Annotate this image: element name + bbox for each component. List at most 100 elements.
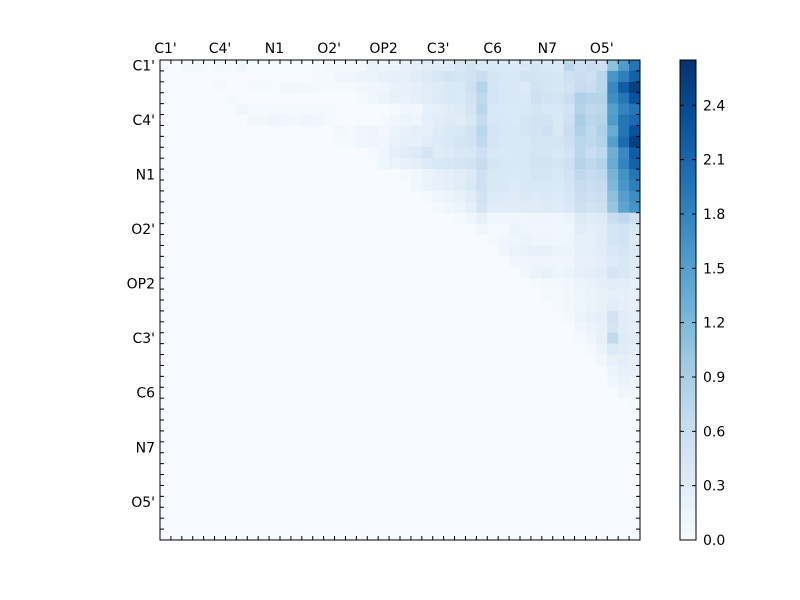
heatmap-cell bbox=[421, 125, 434, 137]
heatmap-cell bbox=[389, 92, 401, 105]
heatmap-cell bbox=[585, 310, 597, 323]
heatmap-cell bbox=[629, 245, 641, 257]
heatmap-cell bbox=[421, 136, 434, 148]
heatmap-cell bbox=[629, 234, 641, 246]
heatmap-cell bbox=[192, 60, 205, 72]
heatmap-cell bbox=[367, 60, 379, 72]
heatmap-cell bbox=[421, 169, 434, 181]
heatmap-cell bbox=[400, 125, 412, 137]
heatmap-cell bbox=[465, 125, 477, 137]
colorbar-tick-label: 0.9 bbox=[703, 370, 725, 386]
heatmap-cell bbox=[301, 114, 314, 126]
heatmap-cell bbox=[618, 169, 630, 181]
heatmap-cell bbox=[585, 332, 597, 345]
heatmap-cell bbox=[454, 70, 466, 83]
heatmap-cell bbox=[378, 158, 390, 170]
heatmap-cell bbox=[563, 267, 575, 279]
heatmap-cell bbox=[574, 267, 586, 279]
heatmap-cell bbox=[487, 114, 499, 126]
heatmap-cell bbox=[410, 158, 423, 170]
heatmap-cell bbox=[410, 103, 423, 115]
heatmap-cell bbox=[574, 278, 586, 290]
heatmap-cell bbox=[509, 114, 521, 126]
heatmap-cell bbox=[552, 92, 565, 105]
heatmap-cell bbox=[629, 169, 641, 181]
heatmap-cell bbox=[607, 136, 619, 148]
heatmap-cell bbox=[400, 158, 412, 170]
heatmap-cell bbox=[476, 201, 488, 214]
heatmap-cell bbox=[323, 114, 335, 126]
heatmap-cell bbox=[596, 289, 608, 301]
heatmap-cell bbox=[476, 180, 488, 192]
heatmap-cell bbox=[585, 201, 597, 214]
heatmap-cell bbox=[520, 92, 532, 105]
heatmap-cell bbox=[629, 223, 641, 235]
heatmap-cell bbox=[585, 92, 597, 105]
heatmap-cell bbox=[585, 180, 597, 192]
heatmap-cell bbox=[629, 60, 641, 72]
heatmap-cell bbox=[312, 103, 325, 115]
heatmap-cell bbox=[563, 60, 575, 72]
heatmap-cell bbox=[563, 310, 575, 323]
heatmap-cell bbox=[432, 103, 445, 115]
heatmap-cell bbox=[509, 81, 521, 94]
heatmap-cell bbox=[432, 125, 445, 137]
heatmap-cell bbox=[400, 81, 412, 94]
heatmap-cell bbox=[476, 212, 488, 225]
heatmap-cell bbox=[520, 234, 532, 246]
heatmap-cell bbox=[269, 81, 281, 94]
heatmap-cell bbox=[530, 201, 543, 214]
heatmap-cell bbox=[454, 212, 466, 225]
heatmap-cell bbox=[574, 70, 586, 83]
heatmap-cell bbox=[443, 81, 455, 94]
heatmap-cell bbox=[389, 103, 401, 115]
y-tick-label: C1' bbox=[132, 59, 155, 75]
heatmap-cell bbox=[247, 81, 259, 94]
heatmap-cell bbox=[487, 201, 499, 214]
y-tick-label: C3' bbox=[132, 331, 155, 347]
heatmap-cell bbox=[301, 60, 314, 72]
heatmap-cell bbox=[334, 70, 346, 83]
heatmap-cell bbox=[421, 70, 434, 83]
heatmap-cell bbox=[596, 256, 608, 268]
heatmap-cell bbox=[465, 190, 477, 203]
colorbar-gradient bbox=[679, 59, 697, 541]
heatmap-cell bbox=[454, 103, 466, 115]
heatmap-cell bbox=[378, 81, 390, 94]
heatmap-cell bbox=[465, 136, 477, 148]
heatmap-cell bbox=[530, 245, 543, 257]
heatmap-cell bbox=[541, 267, 554, 279]
heatmap-cell bbox=[607, 212, 619, 225]
heatmap-cell bbox=[541, 256, 554, 268]
heatmap-cell bbox=[432, 60, 445, 72]
colorbar-tick-label: 1.5 bbox=[703, 261, 725, 277]
heatmap-cell bbox=[301, 81, 314, 94]
heatmap-cell bbox=[596, 169, 608, 181]
heatmap-cell bbox=[465, 212, 477, 225]
heatmap-cell bbox=[476, 125, 488, 137]
heatmap-cell bbox=[520, 256, 532, 268]
heatmap-cell bbox=[574, 125, 586, 137]
heatmap-cell bbox=[280, 114, 292, 126]
heatmap-cell bbox=[607, 81, 619, 94]
heatmap-cell bbox=[563, 136, 575, 148]
heatmap-cell bbox=[487, 234, 499, 246]
heatmap-cell bbox=[443, 70, 455, 83]
x-tick-label: C4' bbox=[209, 41, 232, 57]
x-axis-tick-labels: C1' C4' N1 O2' OP2 C3' C6 N7 O5' bbox=[154, 41, 613, 57]
heatmap-cell bbox=[596, 114, 608, 126]
heatmap-cell bbox=[530, 256, 543, 268]
heatmap-cell bbox=[629, 212, 641, 225]
heatmap-cell bbox=[454, 190, 466, 203]
heatmap-cell bbox=[323, 81, 335, 94]
heatmap-cell bbox=[520, 158, 532, 170]
heatmap-cell bbox=[509, 147, 521, 159]
heatmap-cell bbox=[541, 147, 554, 159]
heatmap-cell bbox=[520, 169, 532, 181]
heatmap-cell bbox=[225, 92, 237, 105]
heatmap-cell bbox=[432, 70, 445, 83]
heatmap-cell bbox=[432, 169, 445, 181]
heatmap-cell bbox=[454, 60, 466, 72]
heatmap-cell bbox=[629, 158, 641, 170]
